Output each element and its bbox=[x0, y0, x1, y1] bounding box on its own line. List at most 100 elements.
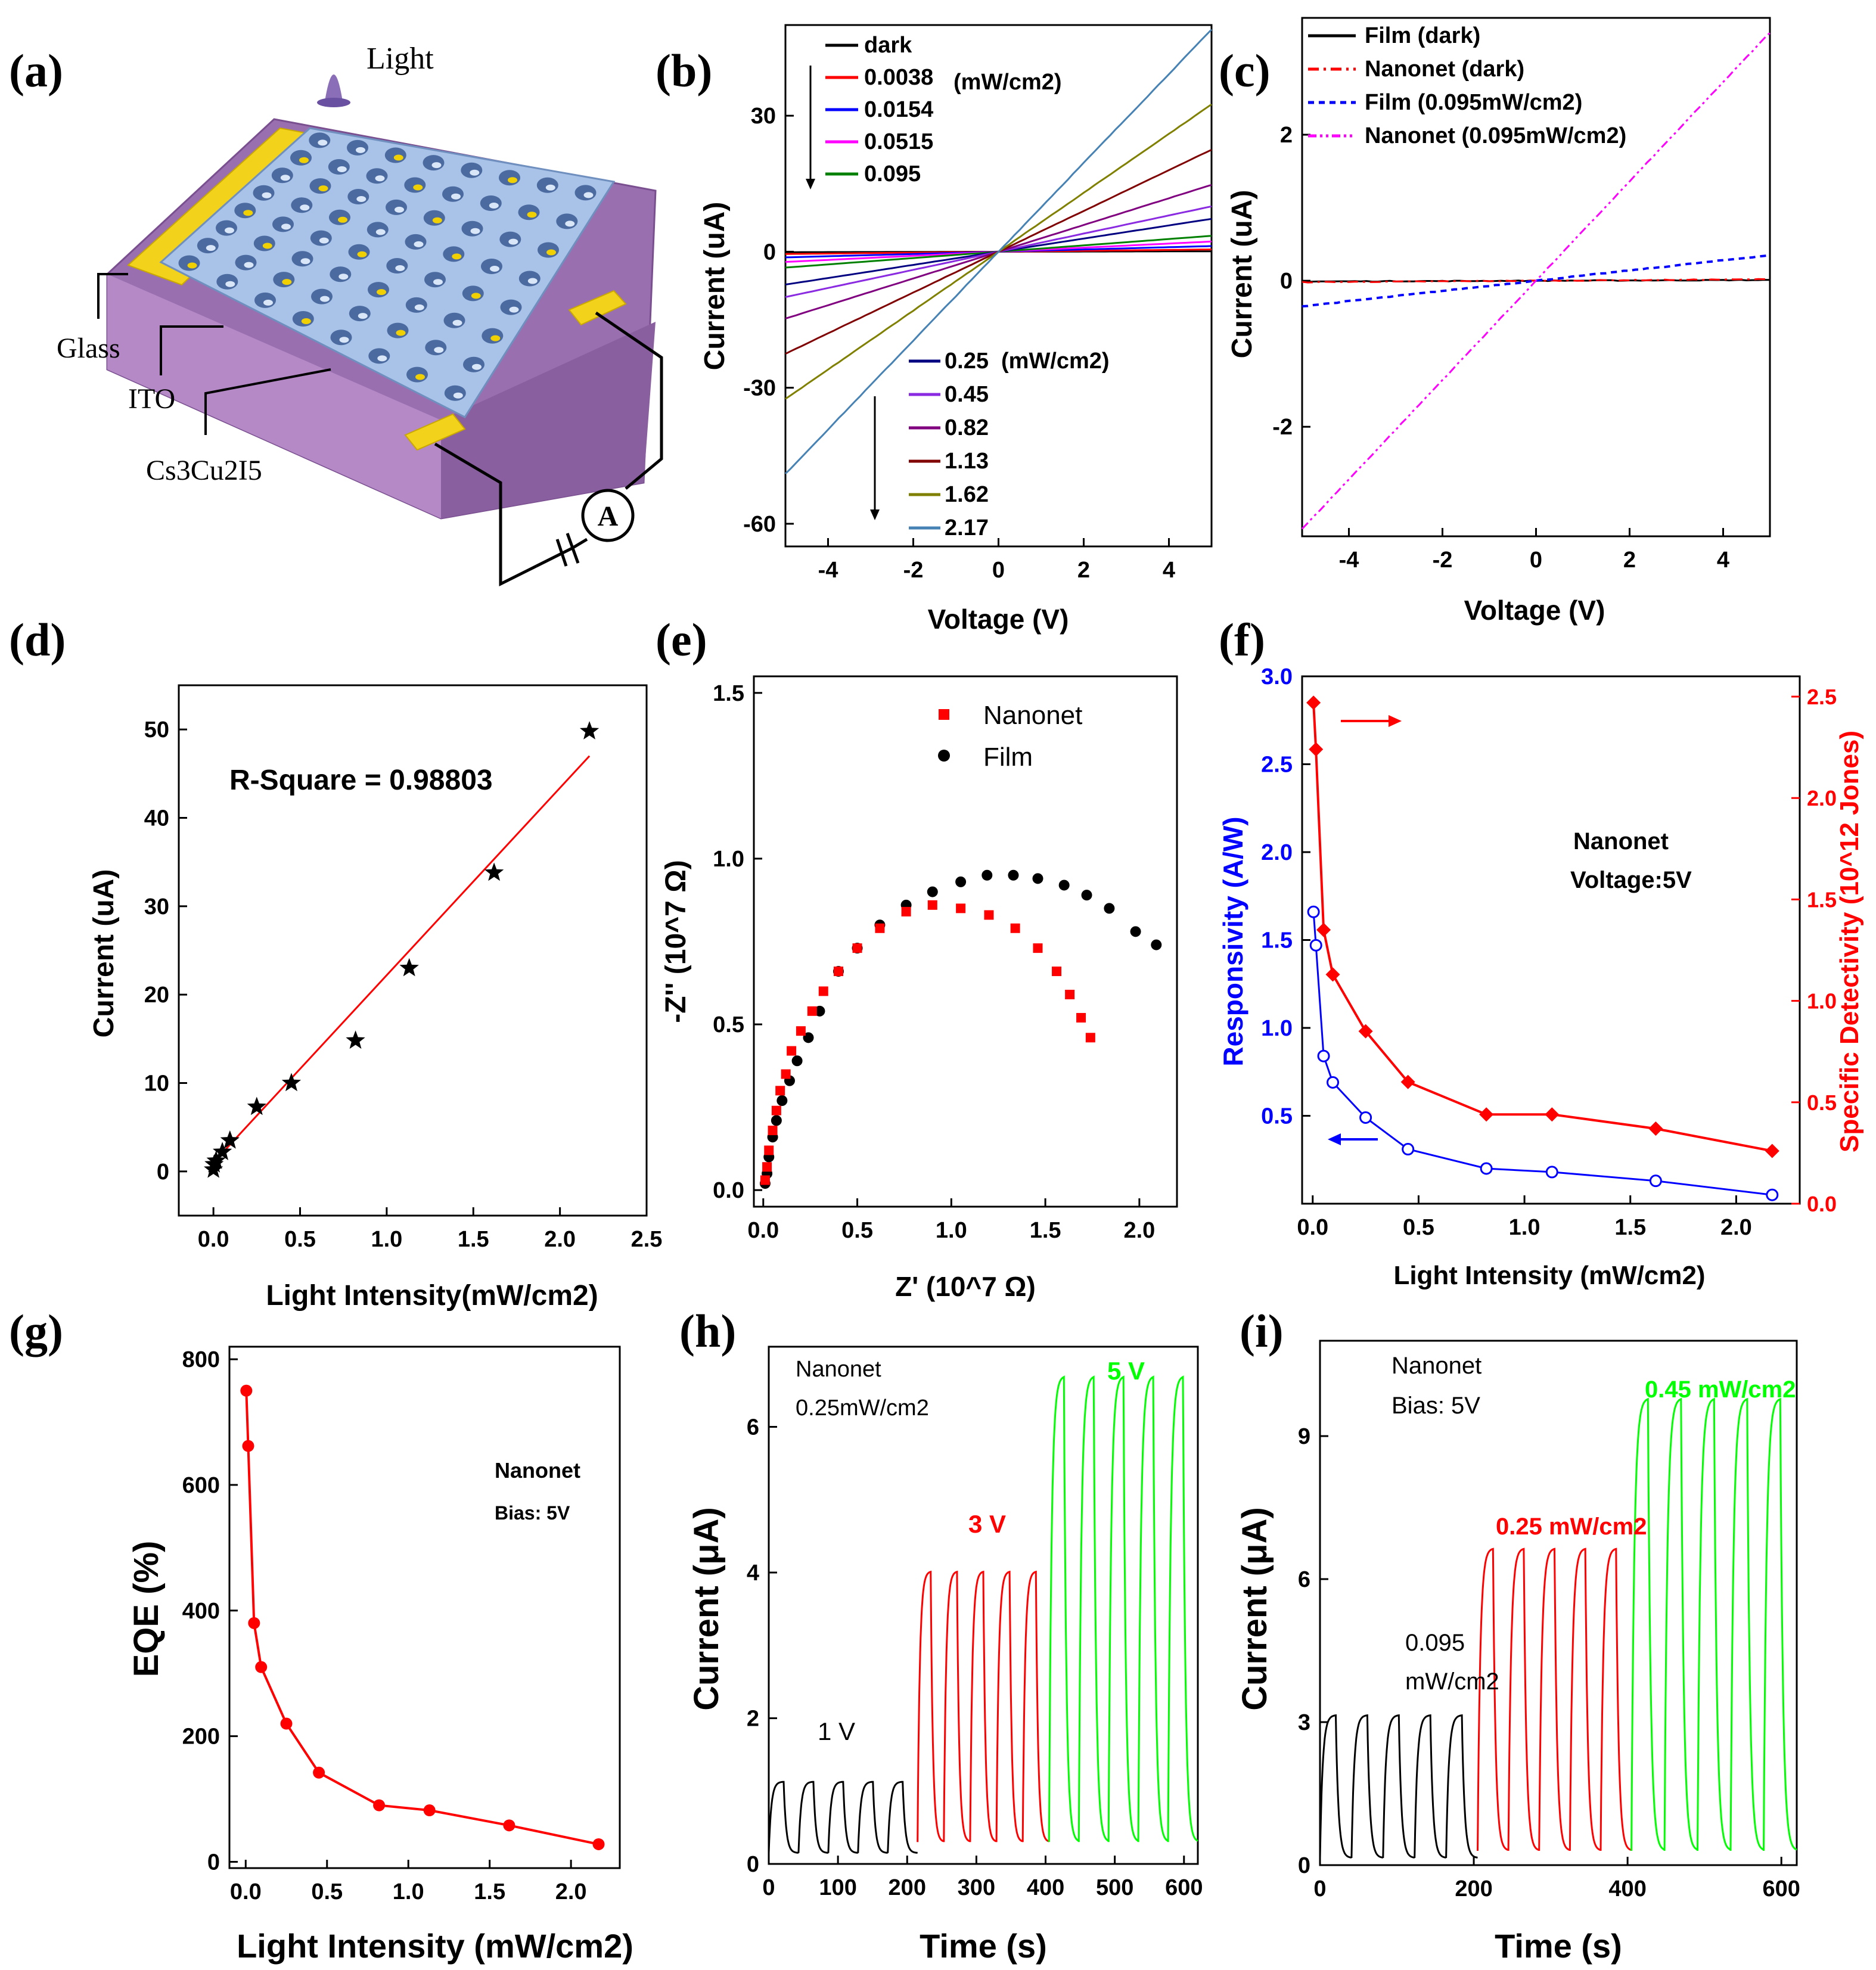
x-axis-label: Time (s) bbox=[1495, 1927, 1622, 1965]
data-point bbox=[768, 1126, 778, 1136]
nanonet-pore bbox=[404, 177, 426, 193]
plot-frame bbox=[228, 1346, 621, 1869]
x-axis-label: Light Intensity (mW/cm2) bbox=[1393, 1261, 1705, 1290]
legend-label: Nanonet bbox=[983, 701, 1082, 730]
x-tick-label: 2 bbox=[1623, 548, 1636, 573]
data-point bbox=[242, 1440, 254, 1452]
note: Bias: 5V bbox=[495, 1502, 570, 1524]
data-point bbox=[1306, 695, 1321, 710]
plot-frame bbox=[178, 684, 648, 1217]
nanonet-pore-highlight bbox=[299, 157, 309, 163]
nanonet-pore bbox=[442, 186, 464, 202]
nanonet-pore bbox=[461, 220, 483, 237]
x-tick-label: 1.0 bbox=[936, 1218, 967, 1243]
battery-icon bbox=[555, 539, 568, 567]
voltage-label: 3 V bbox=[968, 1510, 1006, 1538]
nanonet-pore-highlight bbox=[508, 238, 518, 245]
nanonet-pore-highlight bbox=[281, 223, 291, 230]
nanonet-pore bbox=[349, 306, 371, 322]
nanonet-pore-highlight bbox=[413, 184, 423, 191]
nanonet-pore bbox=[291, 251, 313, 267]
nanonet-pore-highlight bbox=[527, 278, 538, 284]
nanonet-pore bbox=[536, 177, 558, 193]
nanonet-pore bbox=[462, 285, 484, 302]
panel-label: (e) bbox=[656, 614, 707, 666]
y-tick-label: 0 bbox=[157, 1160, 169, 1185]
legend-label: 0.095 bbox=[864, 161, 921, 187]
y-tick-label: 600 bbox=[182, 1473, 220, 1498]
nanonet-pore-highlight bbox=[318, 185, 328, 192]
x-tick-label: 400 bbox=[1608, 1876, 1646, 1901]
y-tick-label: 4 bbox=[747, 1561, 759, 1586]
chart-g: 0.0 0.5 1.0 1.5 2.0 0 200 400 600 800 Nanonet Bias:… bbox=[127, 1346, 633, 1965]
data-point bbox=[1058, 880, 1070, 891]
data-point bbox=[807, 1006, 817, 1016]
nanonet-pore-highlight bbox=[433, 279, 443, 285]
nanonet-pore-highlight bbox=[414, 241, 424, 247]
y-tick-label: 800 bbox=[182, 1347, 220, 1372]
data-point bbox=[762, 1162, 772, 1172]
plot-frame bbox=[1301, 675, 1801, 1205]
y-tick-label: 1.0 bbox=[1261, 1016, 1293, 1041]
data-point bbox=[775, 1086, 785, 1096]
legend-swatch bbox=[938, 750, 950, 762]
nanonet-pore bbox=[292, 311, 314, 327]
nanonet-pore bbox=[386, 199, 407, 215]
callout-line bbox=[204, 368, 331, 435]
plot-frame bbox=[768, 1346, 1199, 1865]
data-point bbox=[1081, 890, 1092, 901]
legend-label: 2.17 bbox=[945, 515, 989, 540]
light-label: Light bbox=[366, 42, 434, 76]
panel-label: (h) bbox=[679, 1305, 736, 1357]
data-point bbox=[1130, 926, 1141, 937]
data-point bbox=[1358, 1024, 1373, 1039]
ammeter-label: A bbox=[598, 501, 619, 532]
arrow-head bbox=[806, 179, 815, 189]
nanonet-pore bbox=[461, 162, 483, 178]
y2-tick-label: 0.0 bbox=[1807, 1192, 1837, 1216]
data-point bbox=[346, 1030, 365, 1049]
nanonet-pore bbox=[291, 197, 313, 213]
data-point bbox=[484, 862, 504, 881]
legend-label: 0.0038 bbox=[864, 65, 933, 90]
nanonet-pore-highlight bbox=[243, 210, 253, 216]
nanonet-pore bbox=[499, 231, 521, 247]
x-tick-label: 2.5 bbox=[631, 1227, 663, 1252]
data-point bbox=[1307, 905, 1320, 918]
x-axis-label: Z' (10^7 Ω) bbox=[895, 1271, 1036, 1302]
note: Bias: 5V bbox=[1392, 1393, 1480, 1419]
nanonet-pore-highlight bbox=[319, 237, 329, 244]
data-point bbox=[771, 1105, 781, 1115]
y-axis-label: -Z'' (10^7 Ω) bbox=[660, 860, 692, 1023]
nanonet-pore-highlight bbox=[225, 281, 235, 287]
y2-axis-label: Specific Detectivity (10^12 Jones) bbox=[1835, 731, 1864, 1152]
y-tick-label: 0 bbox=[1298, 1853, 1310, 1878]
detectivity-line bbox=[1312, 703, 1773, 1152]
data-point bbox=[852, 943, 862, 953]
data-point bbox=[280, 1717, 293, 1730]
legend-label: dark bbox=[864, 33, 912, 58]
nanonet-pore bbox=[538, 242, 559, 258]
legend-unit: (mW/cm2) bbox=[1001, 349, 1110, 374]
x-tick-label: 300 bbox=[958, 1875, 995, 1900]
x-tick-label: 2.0 bbox=[544, 1227, 576, 1252]
eqe-line bbox=[245, 1390, 599, 1845]
data-point bbox=[220, 1130, 240, 1149]
nanonet-pore bbox=[216, 274, 238, 290]
x-axis-label: Light Intensity(mW/cm2) bbox=[266, 1280, 598, 1312]
chart-d: 0.0 0.5 1.0 1.5 2.0 2.5 0 10 20 30 40 50 R-Square = … bbox=[88, 684, 663, 1312]
nanonet-pore-highlight bbox=[451, 193, 461, 200]
x-tick-label: 1.5 bbox=[1030, 1218, 1061, 1243]
nanonet-pore bbox=[310, 230, 332, 246]
data-point bbox=[373, 1799, 386, 1811]
y-tick-label: -30 bbox=[743, 376, 776, 401]
data-point bbox=[1033, 943, 1043, 953]
nanonet-pore-highlight bbox=[300, 258, 310, 265]
voltage-label: 5 V bbox=[1107, 1357, 1145, 1385]
y-tick-label: 3.0 bbox=[1261, 664, 1293, 689]
x-tick-label: 200 bbox=[1455, 1876, 1492, 1901]
data-point bbox=[787, 1046, 797, 1056]
data-point bbox=[764, 1145, 774, 1155]
legend-label: 0.0154 bbox=[864, 97, 933, 122]
nanonet-pore bbox=[347, 139, 368, 156]
